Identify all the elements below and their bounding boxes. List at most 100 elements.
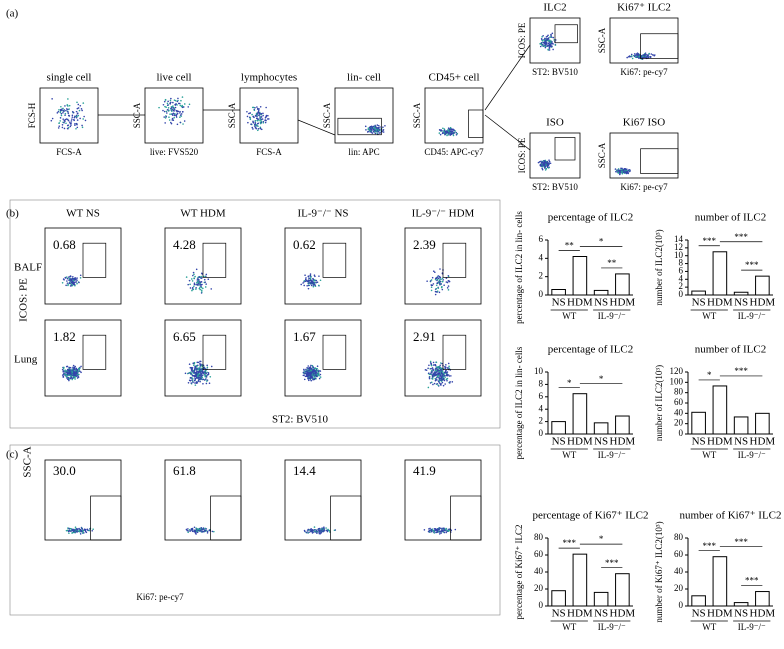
- event-dot: [325, 529, 328, 532]
- bar: [733, 291, 749, 296]
- event-dot: [199, 286, 201, 289]
- event-dot: [252, 106, 255, 109]
- plot-title: Ki67 ISO: [623, 117, 666, 129]
- event-dot: [59, 117, 62, 119]
- event-dot: [369, 131, 371, 133]
- event-dot: [204, 529, 207, 532]
- event-dot: [191, 289, 193, 292]
- event-dot: [545, 164, 547, 166]
- event-dot: [258, 112, 261, 115]
- event-dot: [171, 110, 173, 112]
- event-dot: [202, 382, 204, 385]
- bar: [572, 393, 588, 435]
- event-dot: [67, 112, 70, 115]
- event-dot: [205, 283, 207, 285]
- column-heading: IL-9⁻/⁻ NS: [297, 208, 348, 220]
- event-dot: [71, 118, 73, 120]
- event-dot: [364, 125, 367, 128]
- event-dot: [68, 108, 70, 110]
- gate: [322, 242, 347, 278]
- event-dot: [79, 117, 81, 120]
- event-dot: [448, 529, 450, 532]
- bar: [712, 251, 728, 296]
- x-tick-label: NS: [552, 608, 566, 620]
- event-dot: [439, 133, 442, 136]
- event-dot: [169, 121, 172, 124]
- event-dot: [309, 373, 312, 376]
- event-dot: [317, 371, 320, 374]
- plot-frame: [404, 459, 482, 541]
- event-dot: [437, 282, 440, 284]
- event-dot: [210, 288, 213, 290]
- event-dot: [204, 281, 207, 283]
- event-dot: [442, 384, 445, 387]
- event-dot: [74, 115, 76, 118]
- event-dot: [168, 116, 170, 118]
- event-dot: [77, 367, 80, 370]
- event-dot: [81, 109, 83, 112]
- event-dot: [69, 377, 72, 380]
- event-dot: [545, 41, 547, 44]
- event-dot: [446, 281, 449, 284]
- event-dot: [75, 281, 78, 283]
- x-tick-label: NS: [734, 436, 748, 448]
- event-dot: [260, 128, 263, 131]
- event-dot: [321, 530, 324, 533]
- event-dot: [191, 530, 194, 533]
- event-dot: [647, 56, 650, 59]
- event-dot: [440, 376, 442, 378]
- y-tick-label: 60: [534, 549, 544, 559]
- event-dot: [68, 371, 71, 374]
- event-dot: [544, 166, 546, 169]
- event-dot: [445, 281, 448, 283]
- event-dot: [540, 38, 543, 40]
- event-dot: [205, 382, 208, 385]
- event-dot: [306, 530, 309, 532]
- event-dot: [75, 114, 78, 117]
- event-dot: [79, 277, 82, 279]
- event-dot: [249, 117, 252, 119]
- event-dot: [554, 39, 557, 41]
- event-dot: [75, 369, 77, 372]
- event-dot: [554, 44, 557, 46]
- event-dot: [74, 278, 77, 280]
- event-dot: [311, 529, 313, 531]
- event-dot: [73, 282, 75, 284]
- event-dot: [59, 108, 62, 111]
- event-dot: [256, 129, 259, 132]
- event-dot: [426, 280, 428, 282]
- gate-percentage: 1.82: [53, 329, 76, 344]
- event-dot: [323, 527, 325, 529]
- x-tick-label: HDM: [707, 436, 733, 448]
- event-dot: [384, 124, 386, 127]
- event-dot: [450, 375, 452, 377]
- event-dot: [433, 371, 436, 373]
- event-dot: [60, 105, 62, 108]
- event-dot: [303, 284, 305, 287]
- event-dot: [74, 374, 76, 376]
- event-dot: [179, 112, 181, 114]
- event-dot: [445, 277, 448, 279]
- event-dot: [307, 365, 310, 367]
- event-dot: [307, 275, 310, 278]
- event-dot: [256, 107, 259, 110]
- y-axis-label: percentage of ILC2 in lin- cells: [514, 346, 524, 459]
- bar: [755, 275, 770, 296]
- event-dot: [547, 42, 550, 45]
- event-dot: [188, 363, 191, 366]
- event-dot: [319, 529, 321, 532]
- event-dot: [435, 377, 438, 379]
- event-dot: [187, 528, 189, 530]
- event-dot: [73, 376, 76, 379]
- event-dot: [65, 118, 68, 120]
- event-dot: [627, 172, 629, 175]
- y-tick-label: 2: [539, 416, 544, 426]
- event-dot: [193, 368, 196, 371]
- event-dot: [315, 529, 318, 531]
- event-dot: [187, 382, 190, 384]
- event-dot: [379, 126, 381, 128]
- event-dot: [259, 122, 262, 125]
- event-dot: [312, 277, 314, 280]
- event-dot: [65, 375, 68, 377]
- y-tick-label: 6: [539, 234, 544, 244]
